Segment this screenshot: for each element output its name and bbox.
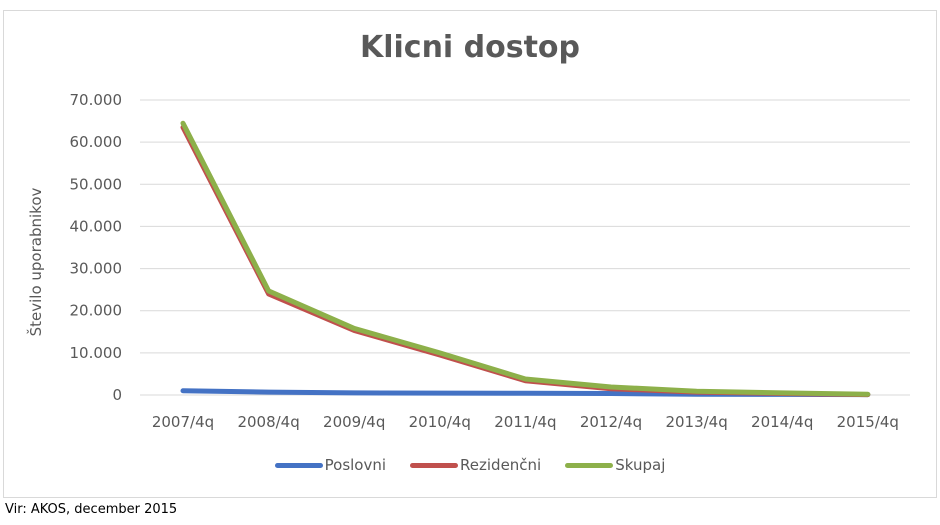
x-tick-label: 2013/4q [665, 413, 727, 431]
x-tick-label: 2012/4q [580, 413, 642, 431]
y-tick-label: 0 [112, 386, 122, 404]
x-tick-label: 2015/4q [837, 413, 899, 431]
x-tick-label: 2010/4q [409, 413, 471, 431]
legend-swatch-icon [565, 462, 614, 468]
chart-frame [3, 10, 937, 498]
x-tick-label: 2009/4q [323, 413, 385, 431]
legend-item-rezidencni[interactable]: Rezidenčni [410, 456, 541, 474]
legend-item-poslovni[interactable]: Poslovni [274, 456, 387, 474]
source-note: Vir: AKOS, december 2015 [5, 502, 178, 517]
legend-label: Rezidenčni [460, 456, 542, 474]
series-line-skupaj[interactable] [180, 120, 871, 397]
legend-swatch-icon [410, 462, 459, 468]
chart-title: Klicni dostop [359, 30, 581, 65]
y-axis-ticks: 0 10.000 20.000 30.000 40.000 50.000 60.000 70.… [70, 91, 123, 404]
y-tick-label: 60.000 [70, 133, 123, 151]
series-line-rezidenni[interactable] [180, 124, 871, 398]
y-tick-label: 40.000 [70, 217, 123, 235]
legend-swatch-icon [274, 462, 323, 468]
x-tick-label: 2008/4q [237, 413, 299, 431]
gridlines [140, 99, 910, 396]
y-tick-label: 70.000 [70, 91, 123, 109]
y-tick-label: 50.000 [70, 175, 123, 193]
legend-item-skupaj[interactable]: Skupaj [565, 456, 665, 474]
x-tick-label: 2007/4q [152, 413, 214, 431]
legend-label: Skupaj [615, 456, 666, 474]
data-series [180, 120, 871, 398]
y-tick-label: 30.000 [70, 260, 123, 278]
x-tick-label: 2014/4q [751, 413, 813, 431]
legend-label: Poslovni [324, 456, 387, 474]
x-axis-ticks: 2007/4q 2008/4q 2009/4q 2010/4q 2011/4q 2012/… [152, 413, 899, 431]
y-tick-label: 20.000 [70, 302, 123, 320]
y-tick-label: 10.000 [70, 344, 123, 362]
x-tick-label: 2011/4q [494, 413, 556, 431]
legend: Poslovni Rezidenčni Skupaj [0, 456, 940, 474]
